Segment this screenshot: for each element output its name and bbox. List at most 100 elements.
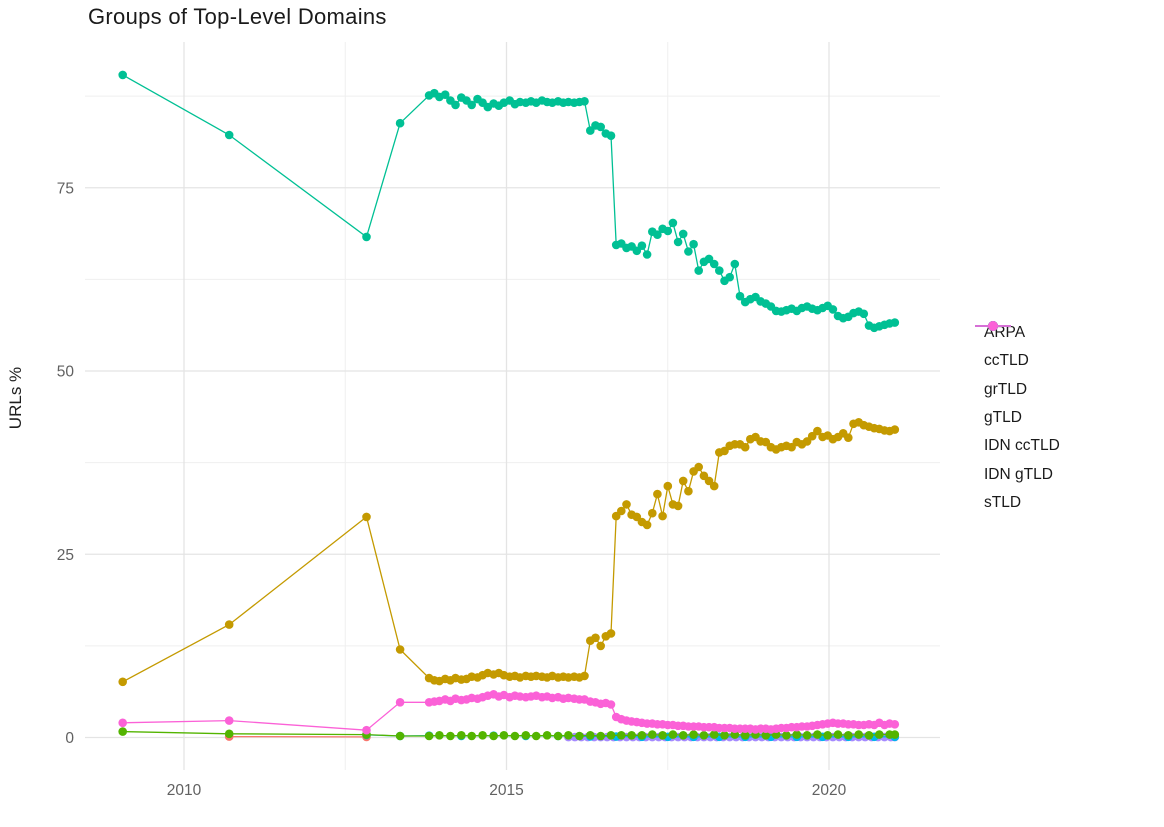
data-point-sTLD xyxy=(395,698,405,707)
legend-marker-icon xyxy=(975,321,1011,331)
data-point-gTLD xyxy=(725,272,734,282)
data-point-grTLD xyxy=(435,731,444,740)
data-point-ccTLD xyxy=(395,645,405,654)
data-point-gTLD xyxy=(673,237,683,247)
y-tick-label: 75 xyxy=(57,180,74,197)
data-point-ccTLD xyxy=(694,462,703,472)
data-point-gTLD xyxy=(606,131,616,140)
data-point-gTLD xyxy=(118,70,127,80)
data-point-grTLD xyxy=(833,730,843,739)
data-point-gTLD xyxy=(440,90,450,99)
data-point-grTLD xyxy=(542,731,552,740)
x-tick-label: 2010 xyxy=(167,782,202,799)
data-point-gTLD xyxy=(828,305,838,314)
data-point-ccTLD xyxy=(622,500,631,509)
data-point-ccTLD xyxy=(813,426,822,436)
data-point-gTLD xyxy=(715,266,724,275)
data-point-sTLD xyxy=(224,716,234,725)
data-point-ccTLD xyxy=(663,481,673,491)
data-point-grTLD xyxy=(864,731,874,740)
data-point-gTLD xyxy=(678,229,688,239)
data-point-grTLD xyxy=(699,731,709,740)
data-point-gTLD xyxy=(663,226,673,236)
data-point-gTLD xyxy=(730,259,740,269)
legend-item-idn-gtld: IDN gTLD xyxy=(974,321,1060,488)
data-point-ccTLD xyxy=(658,511,667,521)
data-point-grTLD xyxy=(489,731,498,741)
data-point-gTLD xyxy=(689,239,698,249)
data-point-ccTLD xyxy=(606,629,616,638)
data-point-gTLD xyxy=(890,318,900,327)
data-point-grTLD xyxy=(118,727,127,736)
data-point-grTLD xyxy=(627,731,636,740)
data-point-grTLD xyxy=(668,730,678,739)
data-point-grTLD xyxy=(499,731,509,740)
legend-item-cctld: ccTLD xyxy=(974,321,1060,375)
data-point-ccTLD xyxy=(844,433,853,443)
data-point-grTLD xyxy=(844,731,853,740)
data-point-ccTLD xyxy=(617,506,626,516)
data-point-gTLD xyxy=(637,241,647,250)
data-point-gTLD xyxy=(668,218,678,228)
data-point-grTLD xyxy=(617,731,626,740)
data-point-grTLD xyxy=(424,731,434,741)
data-point-grTLD xyxy=(457,731,466,740)
data-point-gTLD xyxy=(642,250,652,259)
data-point-grTLD xyxy=(637,731,647,740)
data-point-grTLD xyxy=(553,731,563,741)
data-point-grTLD xyxy=(782,731,791,740)
data-point-grTLD xyxy=(761,731,771,740)
data-point-grTLD xyxy=(771,730,781,739)
y-tick-label: 0 xyxy=(65,730,74,747)
data-point-grTLD xyxy=(596,731,605,741)
data-point-gTLD xyxy=(859,309,869,319)
data-point-grTLD xyxy=(709,730,719,739)
data-point-grTLD xyxy=(224,729,234,739)
data-point-ccTLD xyxy=(580,671,589,681)
data-point-ccTLD xyxy=(673,501,683,511)
legend-item-idn-cctld: IDN ccTLD xyxy=(974,321,1060,460)
series-line-ccTLD xyxy=(122,421,895,683)
data-point-sTLD xyxy=(890,720,900,729)
data-point-gTLD xyxy=(580,97,589,106)
x-tick-label: 2015 xyxy=(489,782,523,799)
data-point-sTLD xyxy=(118,718,127,728)
data-point-ccTLD xyxy=(709,481,719,491)
legend-label: sTLD xyxy=(984,493,1022,511)
data-point-grTLD xyxy=(678,731,688,740)
legend-label: gTLD xyxy=(984,409,1022,427)
data-point-gTLD xyxy=(362,232,371,242)
legend-label: grTLD xyxy=(984,380,1028,398)
data-point-grTLD xyxy=(792,730,802,739)
data-point-grTLD xyxy=(606,731,616,740)
data-point-grTLD xyxy=(586,731,595,740)
data-point-gTLD xyxy=(694,266,703,275)
data-point-ccTLD xyxy=(362,512,371,522)
data-point-grTLD xyxy=(740,731,750,740)
data-point-grTLD xyxy=(875,730,884,739)
data-point-gTLD xyxy=(451,100,460,110)
data-point-ccTLD xyxy=(684,486,693,496)
legend-label: ccTLD xyxy=(984,352,1029,370)
data-point-grTLD xyxy=(689,730,698,739)
data-point-gTLD xyxy=(224,130,234,140)
data-point-grTLD xyxy=(854,730,863,739)
data-point-ccTLD xyxy=(653,489,662,499)
data-point-grTLD xyxy=(467,731,477,741)
data-point-grTLD xyxy=(813,730,822,739)
data-point-ccTLD xyxy=(704,476,714,486)
legend-label: IDN ccTLD xyxy=(984,437,1060,455)
legend-label: IDN gTLD xyxy=(984,465,1053,483)
legend-item-grtld: grTLD xyxy=(974,321,1060,404)
legend-item-gtld: gTLD xyxy=(974,321,1060,432)
data-point-grTLD xyxy=(395,731,405,741)
y-tick-label: 50 xyxy=(57,364,75,381)
x-tick-label: 2020 xyxy=(812,782,847,799)
data-point-gTLD xyxy=(684,247,693,256)
data-point-gTLD xyxy=(653,230,662,239)
legend: ARPA ccTLD grTLD gTLD IDN ccTLD IDN gTLD sTLD xyxy=(974,319,1060,517)
data-point-grTLD xyxy=(564,731,573,740)
data-point-grTLD xyxy=(510,731,520,741)
data-point-ccTLD xyxy=(642,520,652,530)
